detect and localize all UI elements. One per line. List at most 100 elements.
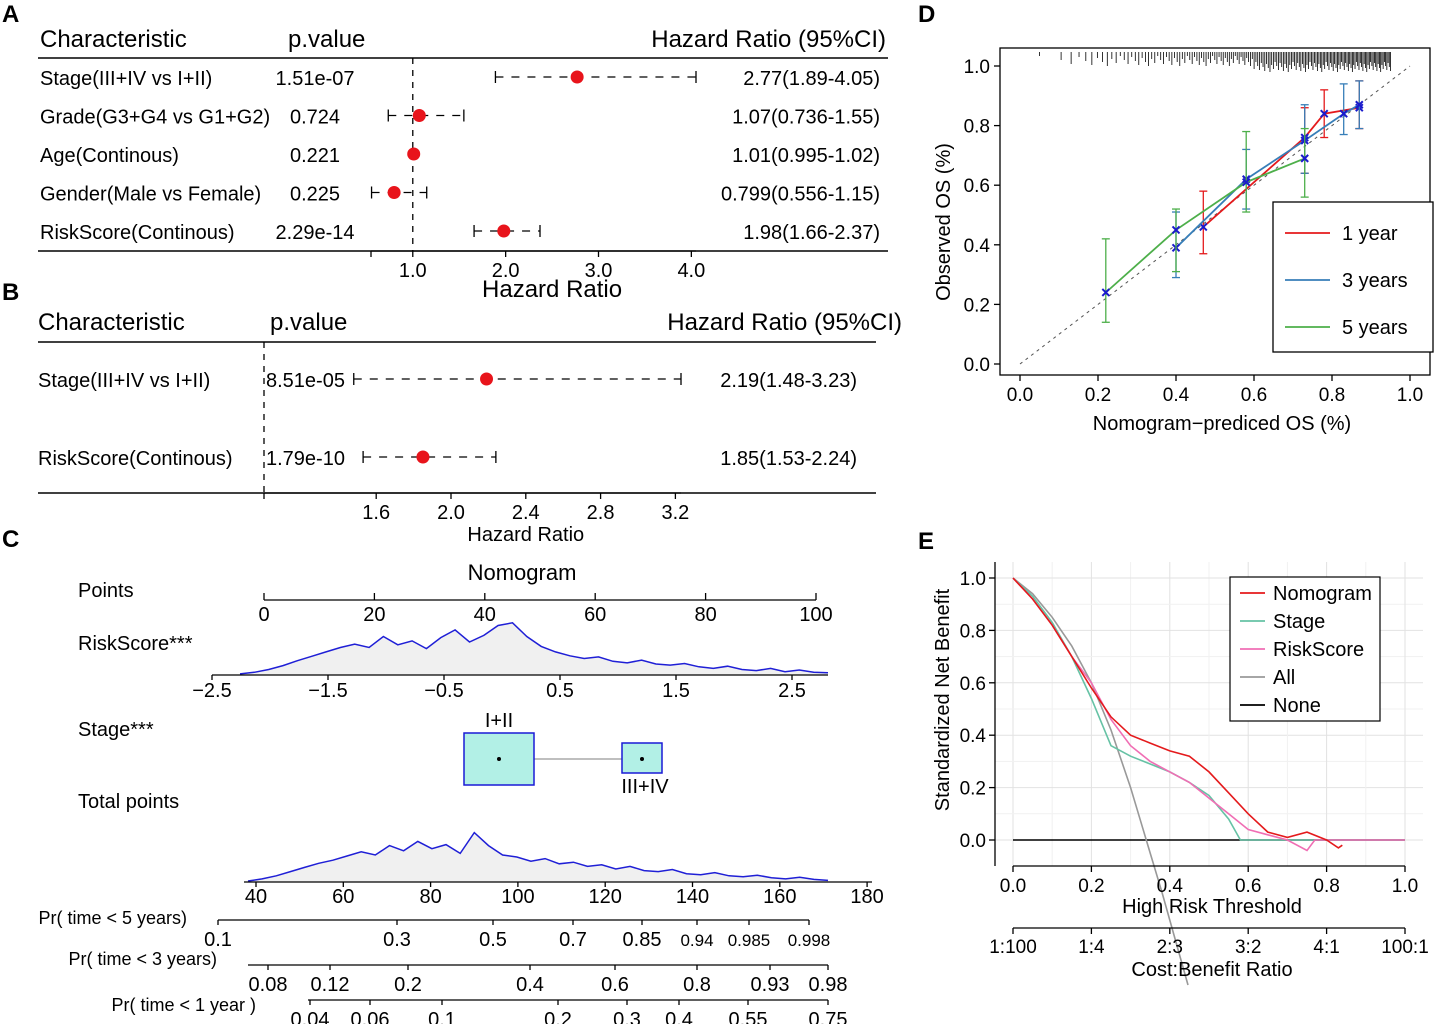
x-tick-label: 0.0	[1000, 876, 1026, 897]
header-pvalue: p.value	[288, 26, 365, 53]
row-pvalue: 1.51e-07	[276, 68, 355, 90]
probability-tick-label: 0.93	[751, 974, 790, 996]
total-tick-label: 180	[850, 886, 883, 908]
total-tick-label: 100	[501, 886, 534, 908]
legend-label: RiskScore	[1273, 639, 1364, 661]
probability-tick-label: 0.3	[613, 1009, 641, 1024]
row-pvalue: 0.225	[290, 184, 340, 206]
probability-label: Pr( time < 1 year )	[111, 995, 256, 1015]
row-label: RiskScore(Continous)	[38, 448, 233, 470]
probability-tick-label: 0.985	[728, 931, 771, 950]
probability-tick-label: 0.6	[601, 974, 629, 996]
points-tick-label: 40	[474, 604, 496, 626]
row-pvalue: 2.29e-14	[276, 222, 355, 244]
row-label: RiskScore***	[78, 633, 193, 655]
y-tick-label: 0.8	[960, 621, 986, 642]
total-density-fill	[248, 832, 828, 882]
y-axis-label: Standardized Net Benefit	[932, 588, 954, 811]
x-axis-label: Hazard Ratio	[467, 524, 584, 546]
riskscore-density-fill	[240, 622, 828, 675]
x-tick-label: 1.6	[362, 502, 390, 524]
probability-tick-label: 0.1	[204, 929, 232, 951]
forest-plot-a: Characteristic p.value Hazard Ratio (95%CI…	[38, 26, 888, 303]
x-tick-label: 3.2	[661, 502, 689, 524]
hr-point	[570, 70, 584, 84]
x2-axis-label: Cost:Benefit Ratio	[1131, 959, 1292, 981]
point-marker	[1355, 100, 1364, 109]
probability-tick-label: 0.2	[394, 974, 422, 996]
x-axis-label: High Risk Threshold	[1122, 896, 1302, 918]
hr-point	[416, 450, 430, 464]
header-hazard-ratio: Hazard Ratio (95%CI)	[667, 309, 902, 336]
row-label: Grade(G3+G4 vs G1+G2)	[40, 107, 270, 129]
point-marker	[1319, 109, 1329, 118]
panel-label-c: C	[2, 526, 19, 553]
x-tick-label: 0.4	[1163, 385, 1190, 406]
probability-tick-label: 0.98	[809, 974, 848, 996]
header-hazard-ratio: Hazard Ratio (95%CI)	[651, 26, 886, 53]
decision-curve-e: 0.0 0.2 0.4 0.6 0.8 1.0 0.0 0.2 0.4 0.6 0.8 1.0 High…	[932, 562, 1429, 986]
points-tick-label: 20	[363, 604, 385, 626]
hr-point	[412, 109, 426, 122]
row-label: Age(Continous)	[40, 145, 179, 167]
y-tick-label: 1.0	[964, 57, 990, 78]
row-hazard-ratio: 2.77(1.89-4.05)	[743, 68, 880, 90]
panel-label-a: A	[2, 1, 19, 28]
probability-tick-label: 0.55	[729, 1009, 768, 1024]
hr-point	[407, 147, 421, 161]
y-tick-label: 1.0	[960, 569, 986, 590]
probability-tick-label: 0.998	[788, 931, 831, 950]
legend-label: Stage	[1273, 611, 1325, 633]
row-label: Points	[78, 580, 134, 602]
y-tick-label: 0.8	[964, 117, 990, 138]
probability-tick-label: 0.3	[383, 929, 411, 951]
row-pvalue: 0.724	[290, 107, 340, 129]
total-tick-label: 80	[419, 886, 441, 908]
riskscore-tick-label: −1.5	[308, 680, 347, 702]
legend-label: 3 years	[1342, 270, 1408, 292]
row-label: RiskScore(Continous)	[40, 222, 235, 244]
row-hazard-ratio: 1.01(0.995-1.02)	[732, 145, 880, 167]
panel-label-e: E	[918, 528, 934, 555]
row-pvalue: 8.51e-05	[266, 370, 345, 392]
total-tick-label: 60	[332, 886, 354, 908]
y-axis-label: Observed OS (%)	[933, 143, 955, 301]
riskscore-tick-label: 0.5	[546, 680, 574, 702]
x-tick-label: 2.0	[437, 502, 465, 524]
probability-tick-label: 0.1	[428, 1009, 456, 1024]
series-line	[1012, 577, 1343, 849]
points-tick-label: 0	[258, 604, 269, 626]
y-tick-label: 0.2	[964, 295, 990, 316]
points-tick-label: 60	[584, 604, 606, 626]
hr-point	[480, 372, 494, 386]
stage-box-late	[621, 742, 663, 774]
probability-tick-label: 0.85	[623, 929, 662, 951]
row-hazard-ratio: 0.799(0.556-1.15)	[721, 184, 880, 206]
probability-tick-label: 0.4	[516, 974, 544, 996]
x-tick-label: 2.4	[512, 502, 540, 524]
points-tick-label: 100	[799, 604, 832, 626]
point-marker	[1171, 225, 1181, 235]
x-tick-label: 0.2	[1078, 876, 1104, 897]
header-characteristic: Characteristic	[38, 309, 185, 336]
x-tick-label: 2.8	[587, 502, 615, 524]
x2-tick-label: 1:4	[1078, 937, 1105, 958]
y-tick-label: 0.0	[960, 831, 986, 852]
row-label: Stage***	[78, 719, 154, 741]
ideal-line	[1019, 65, 1411, 365]
x2-tick-label: 4:1	[1313, 937, 1339, 958]
probability-tick-label: 0.04	[291, 1009, 330, 1024]
point-marker	[1300, 154, 1309, 163]
point-marker	[1199, 222, 1208, 232]
row-pvalue: 0.221	[290, 145, 340, 167]
total-density-curve	[247, 831, 829, 882]
y-tick-label: 0.4	[960, 726, 987, 747]
probability-tick-label: 0.4	[665, 1009, 693, 1024]
x-axis-label: Hazard Ratio	[482, 276, 622, 303]
x-tick-label: 1.0	[1392, 876, 1418, 897]
total-tick-label: 120	[589, 886, 622, 908]
x-tick-label: 0.6	[1241, 385, 1267, 406]
probability-tick-label: 0.75	[809, 1009, 848, 1024]
probability-tick-label: 0.12	[311, 974, 350, 996]
